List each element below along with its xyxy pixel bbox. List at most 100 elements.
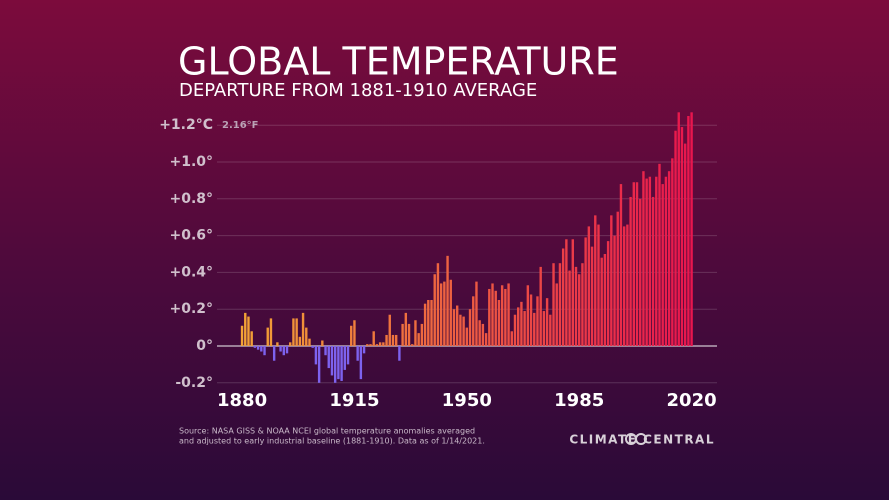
bar [597, 224, 600, 346]
bar [247, 316, 250, 346]
bar [446, 255, 449, 346]
bar [417, 333, 420, 346]
bar [683, 143, 687, 346]
bar [626, 224, 629, 346]
bar [578, 274, 581, 346]
bar [594, 215, 597, 346]
bar [388, 314, 391, 346]
bar [642, 171, 645, 346]
bar [279, 346, 282, 352]
bar [401, 323, 404, 346]
bar [305, 327, 308, 346]
bar [404, 312, 408, 346]
brand: CLIMATE CENTRAL [569, 433, 715, 447]
bar [369, 344, 372, 346]
bar [478, 320, 481, 346]
bar [366, 344, 369, 346]
bar [571, 239, 574, 346]
bar [500, 285, 504, 346]
bar [455, 305, 459, 346]
bar [385, 334, 388, 346]
bar [645, 178, 648, 346]
bar [677, 112, 680, 346]
bar [651, 196, 655, 346]
bar [529, 294, 533, 346]
bar [494, 290, 497, 346]
bar [324, 346, 327, 356]
bar [674, 130, 677, 346]
bar [337, 346, 340, 380]
bar [330, 346, 334, 376]
bar [635, 182, 639, 346]
bar [362, 346, 366, 354]
bar [311, 346, 314, 348]
bar [475, 281, 478, 346]
bar [372, 331, 375, 346]
bar [667, 171, 671, 346]
bar [253, 346, 257, 348]
chart-title: GLOBAL TEMPERATURE [178, 40, 619, 84]
bar [510, 331, 513, 346]
bar [549, 314, 552, 346]
bar [394, 334, 398, 346]
x-tick-label: 1915 [329, 390, 379, 411]
bar [298, 336, 302, 346]
bar [411, 344, 414, 346]
bar [600, 257, 603, 346]
bar [536, 296, 539, 346]
bar [606, 241, 610, 346]
bar [533, 312, 536, 346]
bar [391, 334, 395, 346]
bar [581, 263, 584, 346]
bar [671, 158, 674, 346]
bar [523, 311, 526, 346]
bar [452, 309, 456, 346]
x-tick-label: 1880 [217, 390, 267, 411]
bar [340, 346, 343, 381]
bar [244, 312, 247, 346]
bar [520, 301, 523, 346]
bar [690, 112, 693, 346]
bar [504, 288, 507, 346]
bar [240, 325, 244, 346]
bar [542, 311, 546, 346]
y-tick-label: +1.2°C [159, 117, 213, 133]
chart-subtitle: DEPARTURE FROM 1881-1910 AVERAGE [179, 80, 537, 101]
x-tick-label: 1985 [554, 390, 604, 411]
bar [327, 346, 330, 369]
bar [420, 323, 424, 346]
bar [346, 346, 350, 365]
bar [308, 338, 311, 346]
brand-logo [625, 433, 647, 445]
bar [436, 263, 440, 346]
bar [260, 346, 263, 352]
bar [680, 127, 684, 346]
bar [350, 325, 353, 346]
y-tick-label: 0° [196, 338, 213, 354]
bar [314, 346, 318, 365]
y-tick-label: +0.6° [169, 228, 213, 244]
y-tick-label: +0.2° [169, 301, 213, 317]
bar [613, 235, 616, 346]
bar [472, 296, 475, 346]
bar [263, 346, 266, 356]
bar [465, 327, 469, 346]
bar [526, 285, 530, 346]
bar [610, 215, 613, 346]
bar [568, 270, 571, 346]
bar [545, 298, 549, 346]
bar [439, 283, 443, 346]
bar [256, 346, 260, 350]
y-tick-label: -0.2° [175, 375, 213, 391]
source-line: and adjusted to early industrial baselin… [179, 437, 485, 446]
bar [590, 246, 594, 346]
bar [289, 342, 292, 346]
bar [658, 163, 661, 346]
bar [664, 176, 668, 346]
bar [272, 346, 276, 361]
bar [317, 346, 321, 383]
bar [427, 300, 430, 346]
bar [301, 312, 305, 346]
bar [295, 318, 298, 346]
bar [414, 320, 417, 346]
